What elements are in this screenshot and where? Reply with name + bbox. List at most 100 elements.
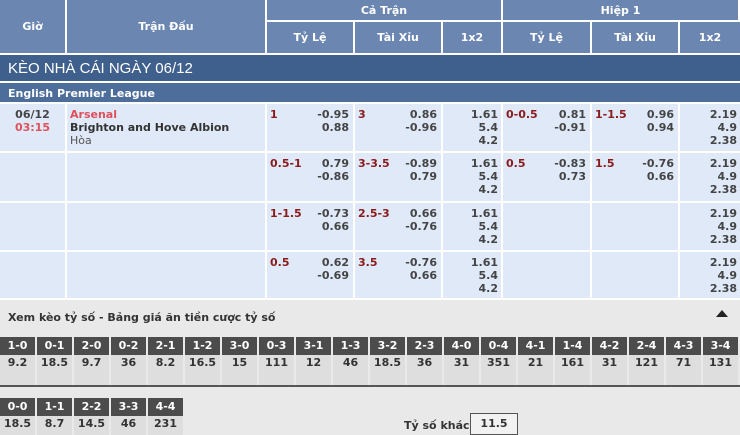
score-odds[interactable]: 131 <box>703 355 738 385</box>
score-odds[interactable]: 21 <box>518 355 553 385</box>
ft-handicap[interactable]: 0.5-1 0.79 -0.86 <box>267 153 355 203</box>
odds-value[interactable]: 1.61 <box>470 207 498 220</box>
odds-value[interactable]: 0.81 <box>558 108 586 121</box>
ft-over-under[interactable]: 3-3.5 -0.89 0.79 <box>355 153 443 203</box>
odds-value[interactable]: -0.76 <box>642 157 674 170</box>
odds-value[interactable]: -0.89 <box>405 157 437 170</box>
odds-value[interactable]: -0.73 <box>317 207 349 220</box>
odds-value[interactable]: 4.9 <box>717 170 738 183</box>
odds-value[interactable]: 0.79 <box>321 157 349 170</box>
score-odds[interactable]: 16.5 <box>185 355 220 385</box>
odds-value[interactable]: 4.2 <box>478 233 499 246</box>
odds-value[interactable]: 2.19 <box>709 256 737 269</box>
h1-over-under[interactable]: 1.5 -0.76 0.66 <box>592 153 680 203</box>
odds-value[interactable]: 0.94 <box>646 121 674 134</box>
score-odds[interactable]: 12 <box>296 355 331 385</box>
score-odds[interactable]: 36 <box>407 355 442 385</box>
score-odds[interactable]: 31 <box>592 355 627 385</box>
score-odds[interactable]: 231 <box>148 416 183 435</box>
score-odds[interactable]: 31 <box>444 355 479 385</box>
score-odds[interactable]: 9.7 <box>74 355 109 385</box>
odds-value[interactable]: 2.38 <box>709 282 737 295</box>
h1-handicap[interactable] <box>503 203 592 252</box>
odds-value[interactable]: 0.88 <box>321 121 349 134</box>
odds-value[interactable]: 5.4 <box>478 220 499 233</box>
score-odds[interactable]: 121 <box>629 355 664 385</box>
ft-over-under[interactable]: 3 0.86 -0.96 <box>355 104 443 153</box>
other-score-value[interactable]: 11.5 <box>470 413 518 435</box>
h1-handicap[interactable] <box>503 252 592 300</box>
odds-value[interactable]: 2.38 <box>709 233 737 246</box>
score-odds[interactable]: 14.5 <box>74 416 109 435</box>
odds-value[interactable]: 0.73 <box>558 170 586 183</box>
score-odds[interactable]: 9.2 <box>0 355 35 385</box>
odds-value[interactable]: -0.91 <box>554 121 586 134</box>
odds-value[interactable]: 5.4 <box>478 121 499 134</box>
odds-value[interactable]: 2.38 <box>709 134 737 147</box>
odds-value[interactable]: 2.19 <box>709 207 737 220</box>
h1-1x2[interactable]: 2.19 4.9 2.38 <box>680 252 740 300</box>
ft-handicap[interactable]: 0.5 0.62 -0.69 <box>267 252 355 300</box>
odds-value[interactable]: 4.9 <box>717 220 738 233</box>
ft-over-under[interactable]: 2.5-3 0.66 -0.76 <box>355 203 443 252</box>
score-odds[interactable]: 36 <box>111 355 146 385</box>
h1-over-under[interactable]: 1-1.5 0.96 0.94 <box>592 104 680 153</box>
h1-1x2[interactable]: 2.19 4.9 2.38 <box>680 104 740 153</box>
score-odds[interactable]: 18.5 <box>37 355 72 385</box>
odds-value[interactable]: 0.86 <box>409 108 437 121</box>
score-odds[interactable]: 8.2 <box>148 355 183 385</box>
score-odds[interactable]: 71 <box>666 355 701 385</box>
score-odds[interactable]: 8.7 <box>37 416 72 435</box>
odds-value[interactable]: 4.2 <box>478 183 499 196</box>
score-odds[interactable]: 18.5 <box>0 416 35 435</box>
home-team[interactable]: Arsenal <box>70 108 117 121</box>
h1-handicap[interactable]: 0.5 -0.83 0.73 <box>503 153 592 203</box>
odds-value[interactable]: 2.38 <box>709 183 737 196</box>
score-odds[interactable]: 111 <box>259 355 294 385</box>
odds-value[interactable]: 0.66 <box>321 220 349 233</box>
ft-1x2[interactable]: 1.61 5.4 4.2 <box>443 203 503 252</box>
odds-value[interactable]: 0.79 <box>409 170 437 183</box>
league-name[interactable]: English Premier League <box>0 83 740 104</box>
odds-value[interactable]: 1.61 <box>470 157 498 170</box>
odds-value[interactable]: -0.83 <box>554 157 586 170</box>
h1-over-under[interactable] <box>592 203 680 252</box>
odds-value[interactable]: -0.95 <box>317 108 349 121</box>
score-odds[interactable]: 351 <box>481 355 516 385</box>
score-odds[interactable]: 18.5 <box>370 355 405 385</box>
odds-value[interactable]: -0.69 <box>317 269 349 282</box>
odds-value[interactable]: -0.76 <box>405 220 437 233</box>
odds-value[interactable]: 0.66 <box>409 269 437 282</box>
odds-value[interactable]: 0.66 <box>646 170 674 183</box>
h1-1x2[interactable]: 2.19 4.9 2.38 <box>680 203 740 252</box>
h1-handicap[interactable]: 0-0.5 0.81 -0.91 <box>503 104 592 153</box>
score-odds[interactable]: 161 <box>555 355 590 385</box>
odds-value[interactable]: 4.9 <box>717 269 738 282</box>
odds-value[interactable]: 2.19 <box>709 157 737 170</box>
odds-value[interactable]: 5.4 <box>478 170 499 183</box>
h1-1x2[interactable]: 2.19 4.9 2.38 <box>680 153 740 203</box>
ft-1x2[interactable]: 1.61 5.4 4.2 <box>443 153 503 203</box>
odds-value[interactable]: -0.96 <box>405 121 437 134</box>
odds-value[interactable]: 1.61 <box>470 256 498 269</box>
odds-value[interactable]: 0.62 <box>321 256 349 269</box>
score-odds[interactable]: 46 <box>333 355 368 385</box>
odds-value[interactable]: -0.86 <box>317 170 349 183</box>
odds-value[interactable]: 0.96 <box>646 108 674 121</box>
odds-value[interactable]: 4.9 <box>717 121 738 134</box>
score-odds[interactable]: 15 <box>222 355 257 385</box>
odds-value[interactable]: 1.61 <box>470 108 498 121</box>
ft-1x2[interactable]: 1.61 5.4 4.2 <box>443 252 503 300</box>
odds-value[interactable]: 4.2 <box>478 134 499 147</box>
ft-handicap[interactable]: 1 -0.95 0.88 <box>267 104 355 153</box>
odds-value[interactable]: 4.2 <box>478 282 499 295</box>
ft-handicap[interactable]: 1-1.5 -0.73 0.66 <box>267 203 355 252</box>
odds-value[interactable]: 5.4 <box>478 269 499 282</box>
odds-value[interactable]: 2.19 <box>709 108 737 121</box>
ft-over-under[interactable]: 3.5 -0.76 0.66 <box>355 252 443 300</box>
h1-over-under[interactable] <box>592 252 680 300</box>
ft-1x2[interactable]: 1.61 5.4 4.2 <box>443 104 503 153</box>
away-team[interactable]: Brighton and Hove Albion <box>70 121 230 134</box>
odds-value[interactable]: 0.66 <box>409 207 437 220</box>
triangle-up-icon[interactable] <box>716 310 728 317</box>
